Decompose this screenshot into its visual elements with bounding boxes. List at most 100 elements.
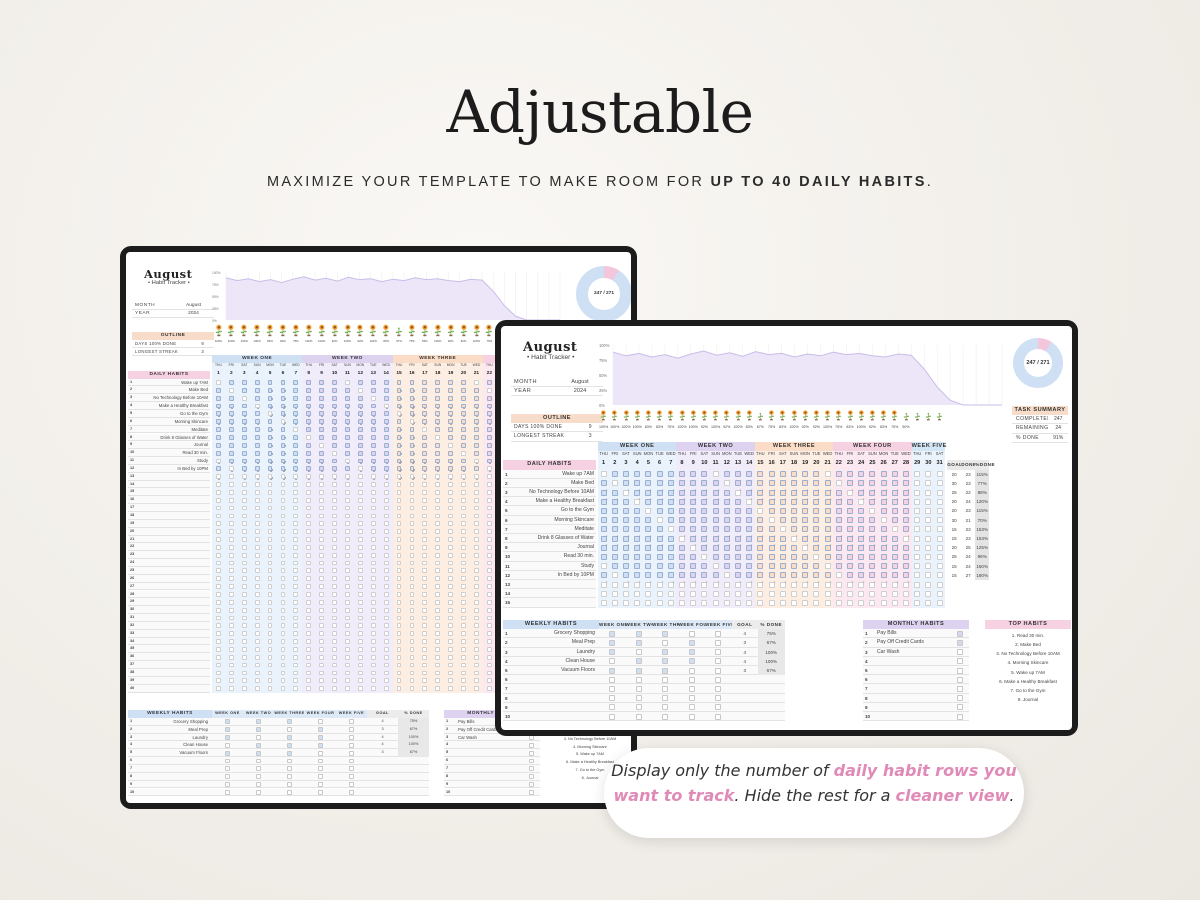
- habit-checkbox[interactable]: [332, 435, 338, 449]
- habit-checkbox[interactable]: [370, 623, 376, 629]
- habit-checkbox[interactable]: [216, 513, 221, 519]
- habit-checkbox[interactable]: [461, 529, 466, 535]
- habit-checkbox[interactable]: [357, 419, 364, 433]
- habit-name[interactable]: Drink 8 Glasses of Water: [160, 434, 208, 440]
- habit-checkbox[interactable]: [422, 474, 428, 480]
- habit-checkbox[interactable]: [723, 480, 730, 487]
- habit-checkbox[interactable]: [422, 403, 428, 417]
- weekly-checkbox[interactable]: [349, 727, 354, 733]
- habit-checkbox[interactable]: [734, 535, 742, 549]
- monthly-habit-name[interactable]: Pay Off Credit Cards: [877, 639, 924, 646]
- habit-checkbox[interactable]: [345, 497, 350, 503]
- habit-checkbox[interactable]: [486, 678, 492, 684]
- habit-checkbox[interactable]: [486, 646, 492, 652]
- habit-checkbox[interactable]: [734, 563, 742, 577]
- habit-checkbox[interactable]: [306, 686, 312, 692]
- habit-checkbox[interactable]: [422, 380, 428, 394]
- habit-checkbox[interactable]: [357, 403, 364, 417]
- habit-checkbox[interactable]: [345, 686, 350, 692]
- habit-checkbox[interactable]: [486, 380, 493, 394]
- habit-checkbox[interactable]: [267, 474, 273, 480]
- habit-name[interactable]: Meditate: [191, 426, 208, 432]
- habit-checkbox[interactable]: [474, 654, 479, 660]
- habit-checkbox[interactable]: [345, 615, 350, 621]
- habit-checkbox[interactable]: [319, 513, 325, 519]
- habit-checkbox[interactable]: [357, 474, 363, 480]
- habit-checkbox[interactable]: [293, 427, 299, 432]
- habit-checkbox[interactable]: [370, 568, 376, 574]
- habit-checkbox[interactable]: [370, 544, 376, 550]
- habit-checkbox[interactable]: [267, 568, 273, 574]
- habit-row[interactable]: [128, 409, 210, 418]
- habit-checkbox[interactable]: [802, 544, 809, 551]
- habit-checkbox[interactable]: [396, 489, 402, 495]
- habit-checkbox[interactable]: [319, 537, 325, 542]
- habit-checkbox[interactable]: [345, 552, 350, 558]
- habit-checkbox[interactable]: [228, 639, 234, 644]
- habit-checkbox[interactable]: [936, 526, 943, 533]
- habit-checkbox[interactable]: [448, 442, 454, 448]
- habit-row[interactable]: [128, 606, 210, 615]
- habit-checkbox[interactable]: [345, 427, 351, 441]
- habit-checkbox[interactable]: [383, 662, 389, 668]
- weekly-habit-row[interactable]: [128, 733, 429, 742]
- habit-checkbox[interactable]: [701, 563, 708, 577]
- habit-checkbox[interactable]: [357, 678, 363, 684]
- habit-checkbox[interactable]: [645, 526, 652, 540]
- habit-checkbox[interactable]: [332, 584, 337, 589]
- habit-checkbox[interactable]: [813, 535, 820, 549]
- month-value[interactable]: August: [571, 379, 589, 385]
- habit-checkbox[interactable]: [280, 560, 286, 566]
- habit-checkbox[interactable]: [474, 387, 480, 402]
- habit-checkbox[interactable]: [306, 584, 312, 589]
- monthly-habit-row[interactable]: [863, 629, 969, 639]
- habit-checkbox[interactable]: [435, 568, 441, 574]
- habit-checkbox[interactable]: [474, 537, 479, 542]
- habit-checkbox[interactable]: [634, 498, 641, 505]
- habit-checkbox[interactable]: [306, 646, 312, 652]
- habit-checkbox[interactable]: [293, 678, 299, 684]
- habit-checkbox[interactable]: [293, 497, 299, 503]
- monthly-habit-row[interactable]: [863, 684, 969, 694]
- weekly-checkbox[interactable]: [635, 630, 642, 644]
- habit-checkbox[interactable]: [254, 387, 260, 402]
- habit-checkbox[interactable]: [280, 552, 286, 558]
- weekly-checkbox[interactable]: [635, 639, 642, 653]
- monthly-checkbox[interactable]: [529, 758, 534, 764]
- habit-checkbox[interactable]: [293, 639, 299, 644]
- habit-checkbox[interactable]: [746, 563, 753, 577]
- habit-checkbox[interactable]: [422, 521, 428, 527]
- habit-checkbox[interactable]: [370, 631, 376, 637]
- habit-checkbox[interactable]: [880, 544, 887, 558]
- habit-checkbox[interactable]: [448, 615, 454, 621]
- habit-checkbox[interactable]: [332, 576, 337, 582]
- monthly-checkbox[interactable]: [956, 704, 963, 711]
- habit-checkbox[interactable]: [723, 489, 730, 503]
- habit-row[interactable]: [128, 488, 210, 497]
- habit-checkbox[interactable]: [701, 553, 708, 561]
- weekly-checkbox[interactable]: [609, 685, 616, 693]
- habit-checkbox[interactable]: [409, 537, 415, 542]
- habit-checkbox[interactable]: [869, 581, 876, 588]
- habit-row[interactable]: [503, 524, 596, 534]
- habit-checkbox[interactable]: [611, 507, 618, 521]
- habit-checkbox[interactable]: [267, 686, 273, 692]
- habit-checkbox[interactable]: [396, 686, 402, 692]
- habit-checkbox[interactable]: [267, 552, 273, 558]
- habit-checkbox[interactable]: [835, 507, 842, 521]
- habit-checkbox[interactable]: [813, 526, 820, 540]
- habit-checkbox[interactable]: [241, 435, 247, 449]
- habit-row[interactable]: [128, 661, 210, 669]
- habit-checkbox[interactable]: [734, 517, 742, 531]
- habit-checkbox[interactable]: [228, 380, 235, 394]
- habit-checkbox[interactable]: [357, 466, 363, 472]
- habit-checkbox[interactable]: [293, 560, 299, 566]
- habit-checkbox[interactable]: [216, 560, 221, 566]
- habit-checkbox[interactable]: [611, 535, 618, 549]
- habit-checkbox[interactable]: [902, 590, 910, 597]
- monthly-checkbox[interactable]: [956, 676, 963, 683]
- habit-checkbox[interactable]: [357, 505, 363, 511]
- habit-checkbox[interactable]: [422, 513, 428, 519]
- weekly-checkbox[interactable]: [318, 735, 324, 749]
- habit-checkbox[interactable]: [396, 646, 402, 652]
